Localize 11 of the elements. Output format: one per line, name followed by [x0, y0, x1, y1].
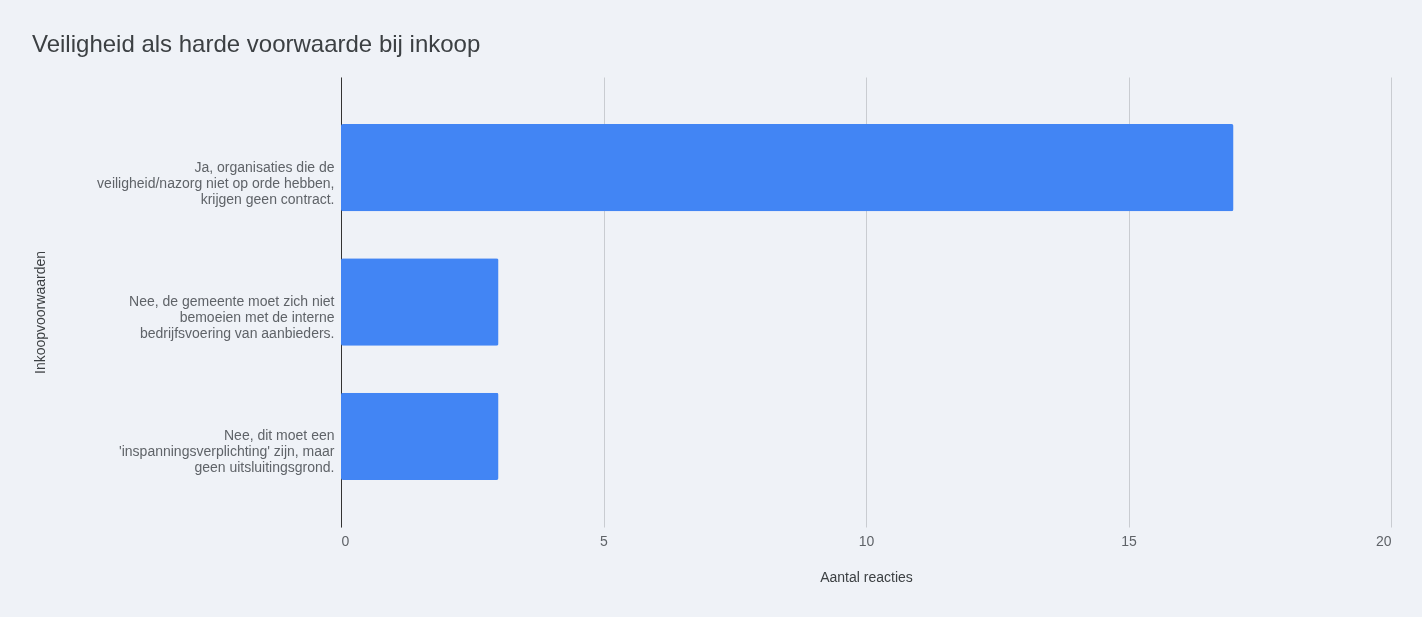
y-axis-title: Inkoopvoorwaarden	[31, 251, 48, 374]
x-tick-label: 10	[858, 532, 875, 549]
x-tick-label: 15	[1121, 532, 1137, 549]
x-tick-label: 0	[341, 532, 350, 549]
y-tick-label: Nee, dit moet een 'inspanningsverplichting' zijn, maar geen uitsluitingsgrond.	[119, 427, 335, 476]
chart-title: Veiligheid als harde voorwaarde bij inkoop	[32, 30, 481, 57]
y-tick-label: Ja, organisaties die de veiligheid/nazorg niet op orde hebben, krijgen geen contract.	[97, 158, 335, 207]
x-axis-title: Aantal reacties	[820, 568, 913, 585]
y-tick-label: Nee, de gemeente moet zich niet bemoeien met de interne bedrijfsvoering van aanbieders.	[129, 293, 335, 341]
x-tick-label: 20	[1375, 532, 1392, 549]
x-tick-label: 5	[600, 532, 609, 549]
